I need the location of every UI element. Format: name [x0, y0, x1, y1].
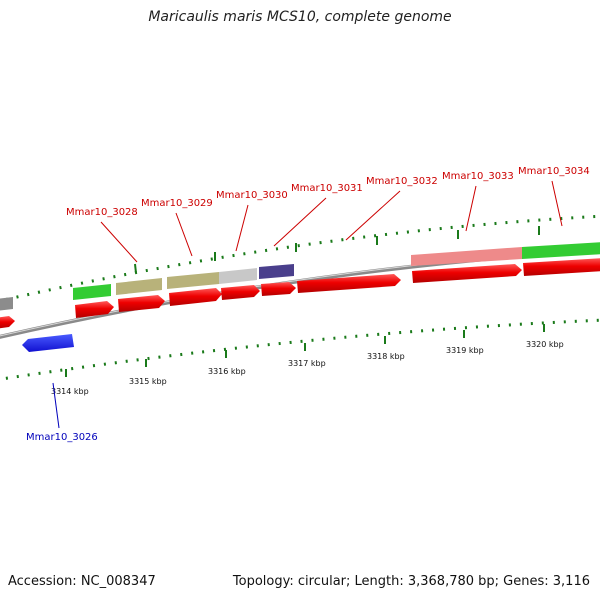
feature-track-outer [0, 242, 600, 311]
feature-block-purple [259, 264, 294, 279]
genome-stats-text: Topology: circular; Length: 3,368,780 bp… [232, 574, 590, 589]
gene-label: Mmar10_3030 [216, 190, 288, 201]
gene-label: Mmar10_3031 [291, 183, 363, 194]
cds-arrow [118, 295, 165, 312]
gene-label: Mmar10_3034 [518, 166, 590, 177]
cds-arrow [221, 285, 260, 300]
cds-arrow-reverse [22, 334, 74, 352]
gene-label: Mmar10_3029 [141, 198, 213, 209]
outer-tick-ring [0, 214, 600, 303]
leader-line [52, 382, 60, 429]
leader-line [100, 221, 138, 263]
cds-arrow [75, 301, 114, 318]
leader-line [551, 180, 563, 227]
gene-label: Mmar10_3032 [366, 176, 438, 187]
feature-block-gray [0, 297, 13, 311]
label-leaders [52, 180, 563, 429]
feature-block-silver [219, 268, 257, 284]
leader-line [465, 185, 477, 232]
feature-block-green [73, 284, 111, 300]
feature-block-green [522, 242, 600, 259]
leader-line [345, 190, 401, 241]
leader-line [273, 197, 327, 247]
inner-dotted-ring [0, 318, 600, 381]
cds-arrow [412, 264, 522, 283]
ruler-label: 3315 kbp [129, 377, 167, 386]
gene-label: Mmar10_3028 [66, 207, 138, 218]
feature-block-khaki [116, 278, 162, 295]
outer-major-tick [134, 263, 137, 274]
leader-line [175, 212, 193, 257]
ruler-label: 3316 kbp [208, 367, 246, 376]
ruler-label: 3317 kbp [288, 359, 326, 368]
feature-block-pink [411, 247, 522, 266]
feature-block-khaki [167, 272, 219, 289]
cds-arrow [261, 282, 296, 296]
ruler-label: 3320 kbp [526, 340, 564, 349]
map-title: Maricaulis maris MCS10, complete genome [148, 9, 452, 25]
gene-label: Mmar10_3033 [442, 171, 514, 182]
ruler-label: 3314 kbp [51, 387, 89, 396]
cds-arrow [169, 288, 222, 306]
accession-text: Accession: NC_008347 [8, 574, 156, 589]
cds-arrow [0, 316, 15, 329]
ruler-label: 3318 kbp [367, 352, 405, 361]
gene-labels: Mmar10_3026 Mmar10_3028 Mmar10_3029 Mmar… [26, 166, 590, 443]
ruler-label: 3319 kbp [446, 346, 484, 355]
leader-line [235, 204, 249, 252]
cds-arrow [523, 258, 600, 276]
gene-label: Mmar10_3026 [26, 432, 98, 443]
inner-ruler: 3314 kbp 3315 kbp 3316 kbp 3317 kbp 3318… [0, 318, 600, 396]
cds-track [0, 258, 600, 352]
cds-arrow [297, 274, 401, 293]
